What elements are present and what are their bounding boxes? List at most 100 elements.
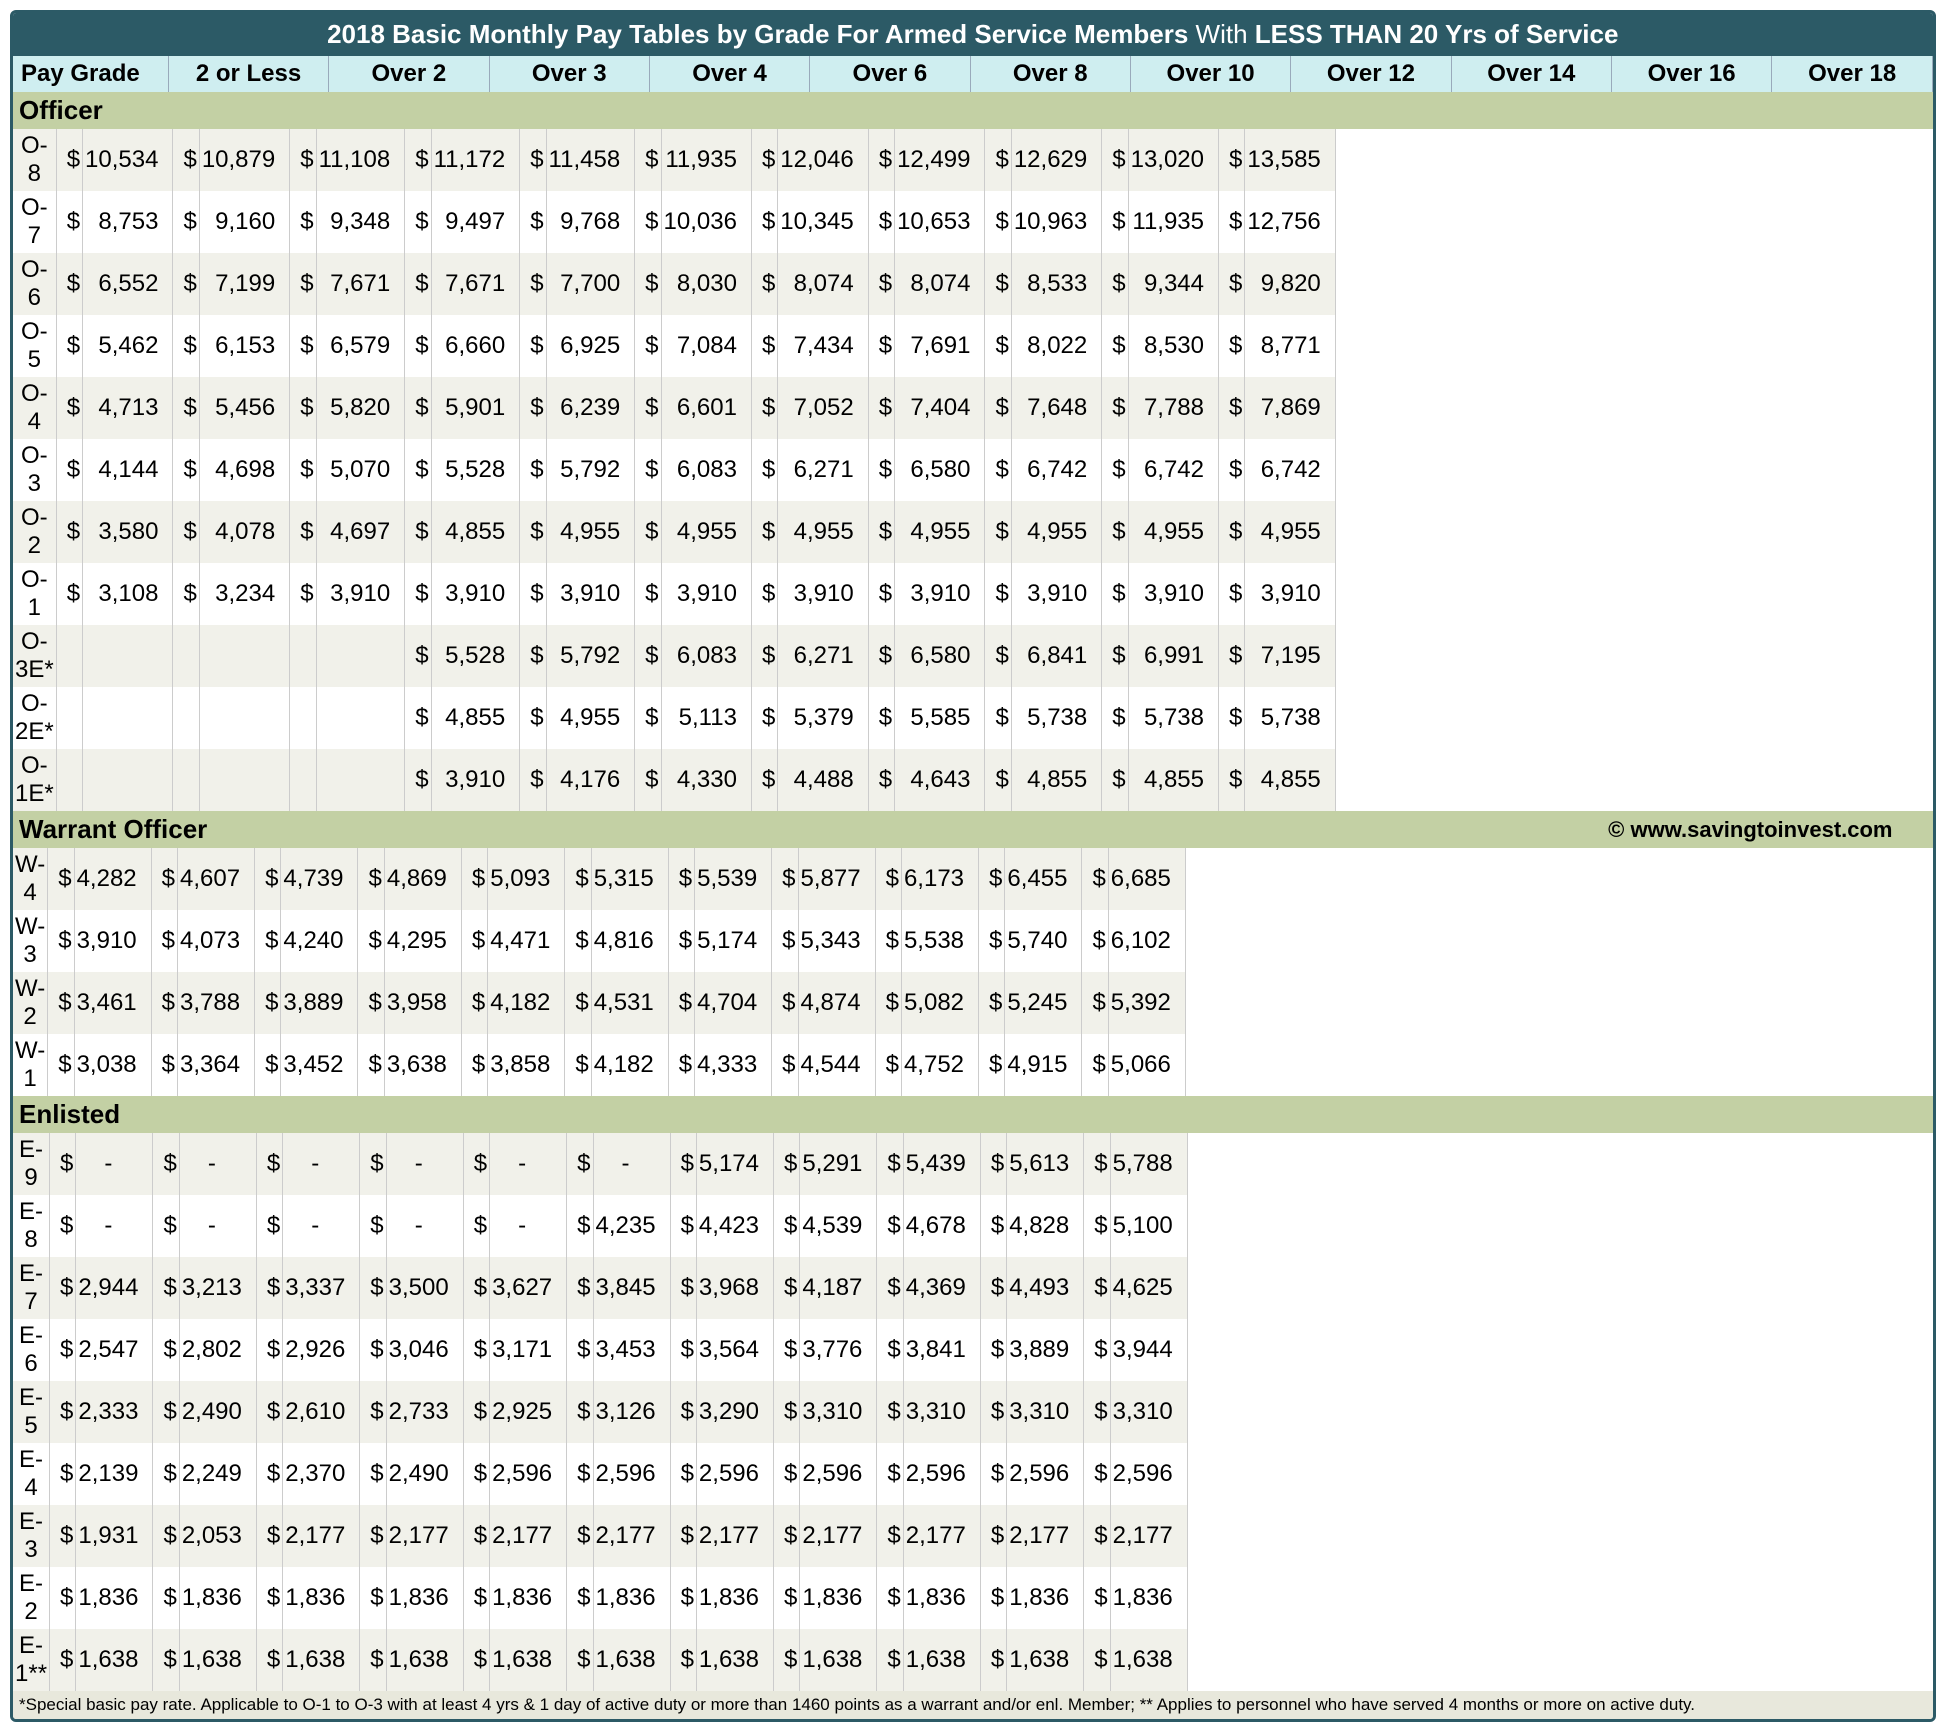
pay-value-cell: 4,330 [661,749,751,811]
dollar-sign: $ [405,191,431,253]
column-header: Over 16 [1611,56,1771,92]
dollar-sign: $ [772,848,798,910]
dollar-sign: $ [773,1567,799,1629]
pay-value-cell: 6,239 [546,377,635,439]
dollar-sign: $ [985,625,1011,687]
dollar-sign: $ [985,129,1011,191]
pay-value-cell: 3,461 [74,972,151,1034]
pay-value-cell: 4,713 [83,377,173,439]
pay-value-cell: 4,955 [546,501,635,563]
pay-value-cell: 2,596 [593,1443,670,1505]
dollar-sign: $ [567,1195,593,1257]
dollar-sign: $ [668,1034,694,1096]
pay-table-container: 2018 Basic Monthly Pay Tables by Grade F… [10,10,1936,1722]
pay-value-cell: 3,776 [800,1319,877,1381]
pay-value-cell: 5,539 [695,848,772,910]
dollar-sign [56,625,82,687]
column-header: Over 10 [1130,56,1290,92]
dollar-sign: $ [985,315,1011,377]
pay-value-cell: 5,291 [800,1133,877,1195]
pay-value-cell: 7,691 [895,315,985,377]
pay-value-cell: 5,100 [1110,1195,1187,1257]
dollar-sign: $ [565,848,591,910]
dollar-sign: $ [1084,1133,1110,1195]
dollar-sign: $ [256,1257,282,1319]
pay-grade-cell: O-1 [13,563,56,625]
dollar-sign: $ [520,315,546,377]
pay-grade-cell: E-6 [13,1319,50,1381]
dollar-sign: $ [635,749,661,811]
dollar-sign: $ [985,253,1011,315]
dollar-sign: $ [635,501,661,563]
table-row: W-2$3,461$3,788$3,889$3,958$4,182$4,531$… [13,972,1185,1034]
dollar-sign: $ [520,253,546,315]
table-row: E-1**$1,638$1,638$1,638$1,638$1,638$1,63… [13,1629,1187,1691]
dollar-sign: $ [1102,129,1128,191]
dollar-sign: $ [751,563,777,625]
pay-value-cell: 2,925 [490,1381,567,1443]
pay-value-cell: 5,066 [1108,1034,1185,1096]
dollar-sign: $ [255,910,281,972]
dollar-sign: $ [461,972,487,1034]
dollar-sign: $ [256,1505,282,1567]
pay-value-cell: 2,177 [593,1505,670,1567]
table-row: O-3$4,144$4,698$5,070$5,528$5,792$6,083$… [13,439,1335,501]
pay-value-cell: 4,369 [903,1257,980,1319]
pay-value-cell: 4,828 [1007,1195,1084,1257]
pay-value-cell: 4,855 [1128,749,1218,811]
dollar-sign: $ [670,1505,696,1567]
pay-value-cell: 6,991 [1128,625,1218,687]
pay-grade-cell: E-4 [13,1443,50,1505]
pay-value-cell: 4,698 [199,439,289,501]
pay-grade-cell: W-3 [13,910,48,972]
pay-value-cell: 1,931 [76,1505,153,1567]
dollar-sign: $ [751,625,777,687]
dollar-sign: $ [868,129,894,191]
pay-value-cell: 8,771 [1245,315,1335,377]
pay-grade-cell: O-3 [13,439,56,501]
pay-value-cell: 6,271 [778,625,868,687]
pay-value-cell: 11,935 [1128,191,1218,253]
pay-value-cell: 8,074 [778,253,868,315]
pay-value-cell: 8,533 [1011,253,1101,315]
pay-value-cell: 4,739 [281,848,358,910]
pay-value-cell [199,749,289,811]
dollar-sign: $ [256,1629,282,1691]
pay-value-cell: 2,547 [76,1319,153,1381]
dollar-sign: $ [868,625,894,687]
pay-value-cell: 7,052 [778,377,868,439]
dollar-sign: $ [290,439,316,501]
dollar-sign: $ [360,1567,386,1629]
pay-value-cell: 4,704 [695,972,772,1034]
pay-value-cell: 12,756 [1245,191,1335,253]
dollar-sign: $ [360,1133,386,1195]
dollar-sign: $ [985,191,1011,253]
pay-grade-cell: O-4 [13,377,56,439]
dollar-sign: $ [875,848,901,910]
dollar-sign: $ [153,1319,179,1381]
pay-value-cell: 5,315 [591,848,668,910]
pay-value-cell: 3,213 [179,1257,256,1319]
dollar-sign: $ [979,1034,1005,1096]
dollar-sign: $ [1084,1319,1110,1381]
pay-value-cell: 4,282 [74,848,151,910]
pay-value-cell: 3,889 [1007,1319,1084,1381]
pay-value-cell: 2,177 [1007,1505,1084,1567]
pay-value-cell: 3,788 [178,972,255,1034]
pay-value-cell: 5,082 [901,972,978,1034]
dollar-sign: $ [173,501,199,563]
dollar-sign: $ [751,439,777,501]
pay-value-cell: 2,610 [283,1381,360,1443]
pay-value-cell: 4,955 [1245,501,1335,563]
pay-value-cell: 1,836 [800,1567,877,1629]
dollar-sign: $ [670,1195,696,1257]
pay-value-cell: 4,295 [384,910,461,972]
table-row: O-2E*$4,855$4,955$5,113$5,379$5,585$5,73… [13,687,1335,749]
table-row: E-9$-$-$-$-$-$-$5,174$5,291$5,439$5,613$… [13,1133,1187,1195]
dollar-sign: $ [877,1319,903,1381]
dollar-sign: $ [56,253,82,315]
dollar-sign: $ [463,1195,489,1257]
dollar-sign: $ [463,1567,489,1629]
pay-grade-cell: O-6 [13,253,56,315]
pay-value-cell: 3,310 [1007,1381,1084,1443]
